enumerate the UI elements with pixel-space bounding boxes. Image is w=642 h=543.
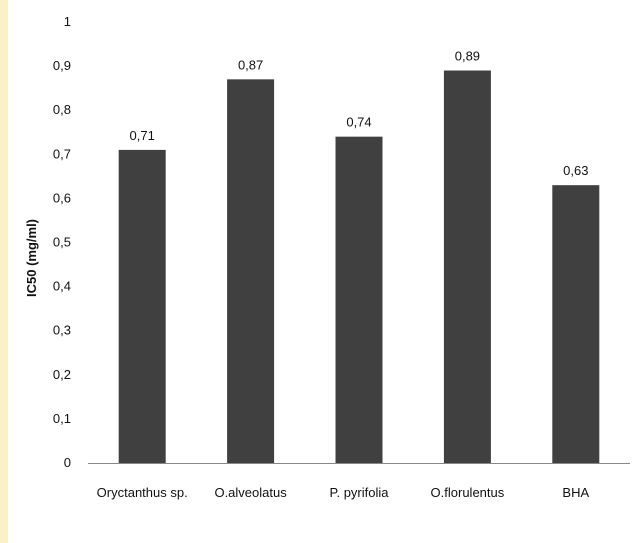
y-tick-label: 1 xyxy=(64,14,71,29)
y-tick-label: 0,1 xyxy=(53,411,71,426)
y-tick-label: 0,5 xyxy=(53,235,71,250)
bar-data-label: 0,71 xyxy=(130,128,155,143)
y-tick-label: 0,9 xyxy=(53,58,71,73)
x-category-label: BHA xyxy=(562,485,589,500)
bar xyxy=(227,79,275,463)
x-category-label: O.alveolatus xyxy=(214,485,287,500)
y-tick-label: 0,4 xyxy=(53,279,71,294)
bar xyxy=(552,185,600,464)
y-tick-label: 0,3 xyxy=(53,323,71,338)
y-axis-title: IC50 (mg/ml) xyxy=(24,219,39,297)
y-tick-label: 0 xyxy=(64,455,71,470)
bar-data-label: 0,89 xyxy=(455,49,480,64)
bar xyxy=(443,70,491,463)
bar-data-label: 0,74 xyxy=(346,115,371,130)
y-tick-label: 0,2 xyxy=(53,367,71,382)
bar xyxy=(118,149,166,463)
bar-data-label: 0,87 xyxy=(238,57,263,72)
x-category-label: P. pyrifolia xyxy=(329,485,389,500)
x-category-label: O.florulentus xyxy=(431,485,505,500)
chart-panel xyxy=(8,0,642,543)
y-tick-label: 0,8 xyxy=(53,102,71,117)
y-tick-label: 0,7 xyxy=(53,146,71,161)
x-category-label: Oryctanthus sp. xyxy=(97,485,188,500)
bar xyxy=(335,136,383,463)
y-tick-label: 0,6 xyxy=(53,190,71,205)
bar-data-label: 0,63 xyxy=(563,163,588,178)
